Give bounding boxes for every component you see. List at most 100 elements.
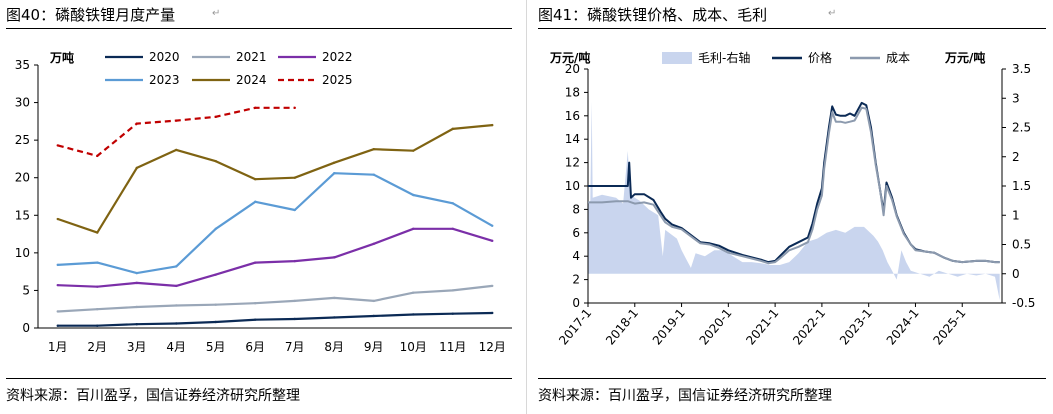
legend-label: 2021 [236,50,267,64]
data-point-2025 [135,122,138,125]
y-tick-label: 0 [22,321,30,335]
margin-area [588,101,1000,301]
x-tick-label: 2023-1 [837,306,875,348]
y-tick-label: 4 [572,249,580,263]
data-point-2023 [214,227,217,231]
data-point-2025 [56,144,59,147]
source-rule [6,378,512,379]
y-tick-label: 15 [15,208,30,222]
x-tick-label: 8月 [324,340,344,354]
x-tick-label: 2022-1 [790,306,828,348]
x-tick-label: 7月 [285,340,305,354]
legend-label: 2025 [322,73,353,87]
data-point-2023 [333,172,336,175]
data-point-2021 [412,291,415,294]
data-point-2024 [451,127,454,131]
data-point-2022 [451,227,454,231]
series-line-2022 [57,227,493,288]
data-point-2020 [254,318,257,321]
chart-panel-production: 图40：磷酸铁锂月度产量 0 5 10 15 20 25 30 35 1月 2月 3月 4月 5月 6月 7… [0,0,520,414]
x-tick-label: 4月 [166,340,186,354]
data-point-2022 [96,285,99,288]
x-tick-label: 2021-1 [743,306,781,348]
x-tick-label: 2017-1 [556,306,594,348]
legend-label: 价格 [808,50,832,65]
y2-tick-label: 0.5 [1012,238,1031,252]
data-point-2021 [214,303,217,306]
data-point-2020 [135,323,138,326]
data-point-2020 [333,316,336,319]
y-tick-label: 5 [22,283,30,297]
data-point-2024 [135,166,138,170]
data-point-2022 [333,256,336,259]
data-point-2021 [333,296,336,300]
data-point-2024 [56,217,59,221]
series-line-2023 [57,172,493,275]
data-point-2024 [175,148,178,152]
y-right-unit-label: 万元/吨 [944,50,985,65]
data-point-2022 [412,227,415,231]
data-point-2020 [175,322,178,325]
x-tick-label: 2018-1 [603,306,641,348]
y2-tick-label: 1.5 [1012,179,1031,193]
data-point-2022 [135,281,138,285]
data-point-2023 [451,202,454,205]
x-tick-label: 2020-1 [697,306,735,348]
y-tick-label: 2 [572,273,580,287]
panel-divider [526,0,527,414]
data-point-2020 [56,324,59,327]
source-rule [538,378,1046,379]
data-point-2025 [254,106,257,110]
data-point-2021 [372,299,375,303]
data-point-2022 [491,239,494,243]
data-point-2023 [135,271,138,275]
data-point-2021 [175,304,178,307]
data-point-2022 [175,284,178,288]
x-tick-label: 12月 [479,340,506,354]
data-point-2020 [412,313,415,316]
x-tick-label: 9月 [364,340,384,354]
x-tick-label: 1月 [48,340,68,354]
legend-label: 2020 [149,50,180,64]
x-tick-label: 3月 [127,340,147,354]
data-point-2023 [56,263,59,267]
data-point-2022 [372,242,375,246]
data-point-2021 [56,310,59,313]
data-point-2021 [451,289,454,292]
data-point-2023 [491,224,494,228]
y-tick-label: 30 [15,96,30,110]
data-point-2024 [214,159,217,163]
data-point-2020 [214,320,217,324]
y2-tick-label: 0 [1012,267,1020,281]
y-tick-label: 20 [565,62,580,76]
series-line-成本 [588,106,1000,265]
data-point-2020 [293,317,296,321]
legend-label: 2024 [236,73,267,87]
series-line-2021 [57,284,493,313]
data-point-2025 [293,106,296,110]
data-point-2021 [254,302,257,305]
paragraph-mark: ↵ [828,8,837,19]
x-tick-label: 11月 [439,340,466,354]
y-unit-label: 万吨 [49,50,74,65]
legend-label: 2023 [149,73,180,87]
chart-source: 资料来源：百川盈孚，国信证券经济研究所整理 [538,388,832,404]
legend-label: 成本 [886,51,910,65]
data-point-2023 [96,261,99,264]
data-point-2024 [333,161,336,164]
y-tick-label: 10 [565,179,580,193]
legend-swatch-毛利-右轴 [662,52,692,64]
data-point-2021 [293,299,296,303]
y2-tick-label: 2.5 [1012,121,1031,135]
y-left-unit-label: 万元/吨 [549,50,590,65]
data-point-2024 [412,149,415,152]
data-point-2022 [56,283,59,287]
chart-caption: 图41：磷酸铁锂价格、成本、毛利 [538,6,768,24]
data-point-2020 [96,324,99,327]
series-line-2024 [57,124,493,234]
data-point-2022 [293,259,296,263]
legend-label: 2022 [322,50,353,64]
data-point-2024 [293,176,296,179]
data-point-2020 [451,312,454,315]
